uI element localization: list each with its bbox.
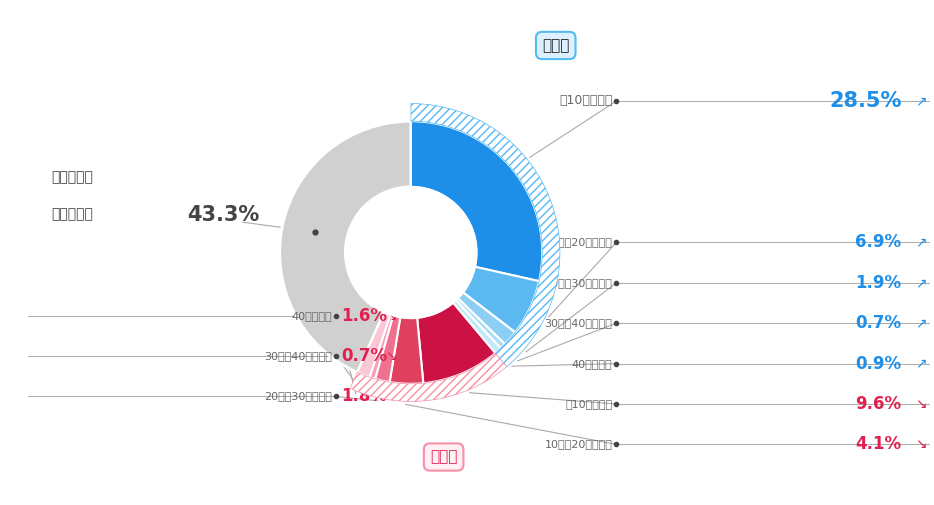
Text: ↗: ↗ (915, 316, 927, 330)
Text: 10万～20万円未満: 10万～20万円未満 (545, 439, 613, 449)
Wedge shape (375, 316, 401, 382)
Text: 0.9%: 0.9% (856, 355, 901, 373)
Text: 増えた: 増えた (542, 38, 570, 53)
Text: 9.6%: 9.6% (856, 395, 901, 413)
Wedge shape (458, 292, 516, 344)
Wedge shape (370, 315, 393, 379)
Text: ↗: ↗ (915, 276, 927, 290)
Wedge shape (456, 298, 505, 348)
Text: 30万～40万円未満: 30万～40万円未満 (264, 351, 333, 361)
Wedge shape (463, 267, 539, 332)
Text: 28.5%: 28.5% (829, 91, 901, 111)
Text: 40万円以上: 40万円以上 (572, 359, 613, 369)
Wedge shape (389, 317, 423, 384)
Text: 4.1%: 4.1% (856, 435, 901, 453)
Text: 減った: 減った (430, 449, 458, 465)
Wedge shape (453, 300, 501, 353)
Text: ↗: ↗ (915, 94, 927, 108)
Text: 0.7%: 0.7% (341, 347, 388, 365)
Text: ～10万円未満: ～10万円未満 (559, 94, 613, 108)
Text: ～10万円未満: ～10万円未満 (565, 399, 613, 409)
Text: ↘: ↘ (915, 397, 927, 411)
Text: ↘: ↘ (386, 349, 397, 363)
Text: 20万～30万円未満: 20万～30万円未満 (545, 278, 613, 288)
Text: 変わらない: 変わらない (51, 208, 93, 222)
Text: ボーナスは: ボーナスは (51, 170, 93, 184)
Text: 1.9%: 1.9% (856, 274, 901, 292)
Text: 43.3%: 43.3% (187, 205, 259, 225)
Text: 30万～40万円未満: 30万～40万円未満 (545, 318, 613, 328)
Text: ↗: ↗ (915, 357, 927, 371)
Text: 40万円以上: 40万円以上 (291, 311, 333, 321)
Text: ↗: ↗ (915, 235, 927, 249)
Wedge shape (417, 303, 495, 383)
Text: 0.7%: 0.7% (856, 314, 901, 332)
Text: 1.8%: 1.8% (341, 387, 388, 406)
Wedge shape (411, 121, 543, 281)
Text: ↘: ↘ (386, 309, 397, 323)
Wedge shape (411, 104, 560, 367)
Wedge shape (350, 353, 506, 401)
Wedge shape (358, 313, 390, 377)
Text: 10万～20万円未満: 10万～20万円未満 (545, 237, 613, 247)
Wedge shape (279, 121, 411, 372)
Text: 20万～30万円未満: 20万～30万円未満 (264, 391, 333, 401)
Text: 6.9%: 6.9% (856, 233, 901, 251)
Text: ↘: ↘ (915, 437, 927, 451)
Circle shape (346, 187, 476, 318)
Text: ↘: ↘ (386, 389, 397, 403)
Text: 1.6%: 1.6% (341, 307, 388, 325)
